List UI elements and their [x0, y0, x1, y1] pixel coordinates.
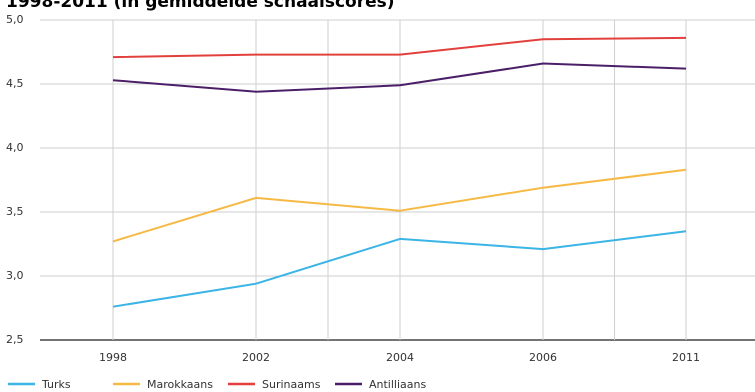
y-tick-label: 2,5 — [6, 333, 24, 346]
grid — [40, 19, 755, 341]
legend-label: Marokkaans — [147, 378, 213, 391]
y-tick-label: 3,5 — [6, 205, 24, 218]
x-tick-label: 2004 — [386, 351, 414, 364]
series-line-turks — [112, 230, 687, 308]
y-tick-label: 5,0 — [6, 13, 24, 26]
y-axis-ticks: 2,5 3,0 3,5 4,0 4,5 5,0 — [6, 13, 24, 346]
legend-label: Antilliaans — [369, 378, 426, 391]
chart-title: 1998-2011 (in gemiddelde schaalscores) — [6, 0, 395, 12]
x-tick-label: 2006 — [529, 351, 557, 364]
legend: Turks Marokkaans Surinaams Antilliaans — [8, 378, 426, 391]
series-lines — [112, 36, 687, 308]
x-tick-label: 2002 — [242, 351, 270, 364]
y-tick-label: 3,0 — [6, 269, 24, 282]
legend-label: Turks — [41, 378, 71, 391]
y-tick-label: 4,5 — [6, 77, 24, 90]
y-tick-label: 4,0 — [6, 141, 24, 154]
legend-label: Surinaams — [262, 378, 321, 391]
x-tick-label: 1998 — [99, 351, 127, 364]
x-axis-ticks: 1998 2002 2004 2006 2011 — [99, 351, 700, 364]
x-tick-label: 2011 — [672, 351, 700, 364]
series-line-surinaams — [112, 36, 687, 59]
series-line-marokkaans — [112, 168, 687, 243]
series-line-antilliaans — [112, 62, 687, 93]
